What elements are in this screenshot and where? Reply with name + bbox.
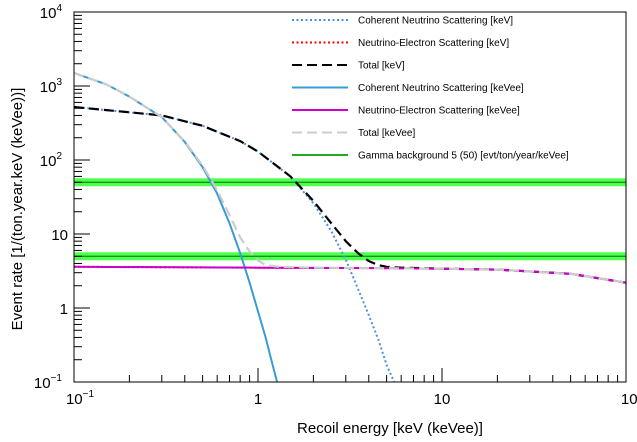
legend-label-6: Gamma background 5 (50) [evt/ton/year/ke… xyxy=(358,151,569,162)
x-axis-label: Recoil energy [keV (keVee)] xyxy=(297,420,483,437)
tick-labels: 10−1 1 10 102 10−1 1 10 102 103 104 xyxy=(34,3,637,408)
plot-frame xyxy=(73,11,627,383)
legend-label-3: Coherent Neutrino Scattering [keVee] xyxy=(358,83,524,94)
axis-ticks xyxy=(73,11,627,383)
series-line-5 xyxy=(74,71,626,284)
series-lines xyxy=(74,71,626,382)
legend-label-0: Coherent Neutrino Scattering [keV] xyxy=(358,16,513,27)
y-axis-label: Event rate [1/(ton.year.keV (keVee))] xyxy=(9,88,26,331)
y-tick-label: 103 xyxy=(40,77,63,96)
series-line-3 xyxy=(74,72,279,382)
x-tick-label: 10−1 xyxy=(66,389,95,408)
background-bands xyxy=(74,178,626,261)
series-line-0 xyxy=(74,106,396,382)
y-tick-label: 10−1 xyxy=(34,373,63,392)
legend-label-4: Neutrino-Electron Scattering [keVee] xyxy=(358,106,520,117)
legend: Coherent Neutrino Scattering [keV] Neutri… xyxy=(292,16,569,162)
y-tick-label: 104 xyxy=(40,3,63,22)
x-tick-label: 102 xyxy=(621,389,637,408)
x-tick-label: 1 xyxy=(254,391,262,408)
legend-label-1: Neutrino-Electron Scattering [keV] xyxy=(358,38,509,49)
legend-label-5: Total [keVee] xyxy=(358,128,415,139)
y-tick-label: 10 xyxy=(51,227,68,244)
y-tick-label: 1 xyxy=(60,301,68,318)
x-tick-label: 10 xyxy=(434,391,451,408)
legend-label-2: Total [keV] xyxy=(358,61,405,72)
y-tick-label: 102 xyxy=(40,151,63,170)
